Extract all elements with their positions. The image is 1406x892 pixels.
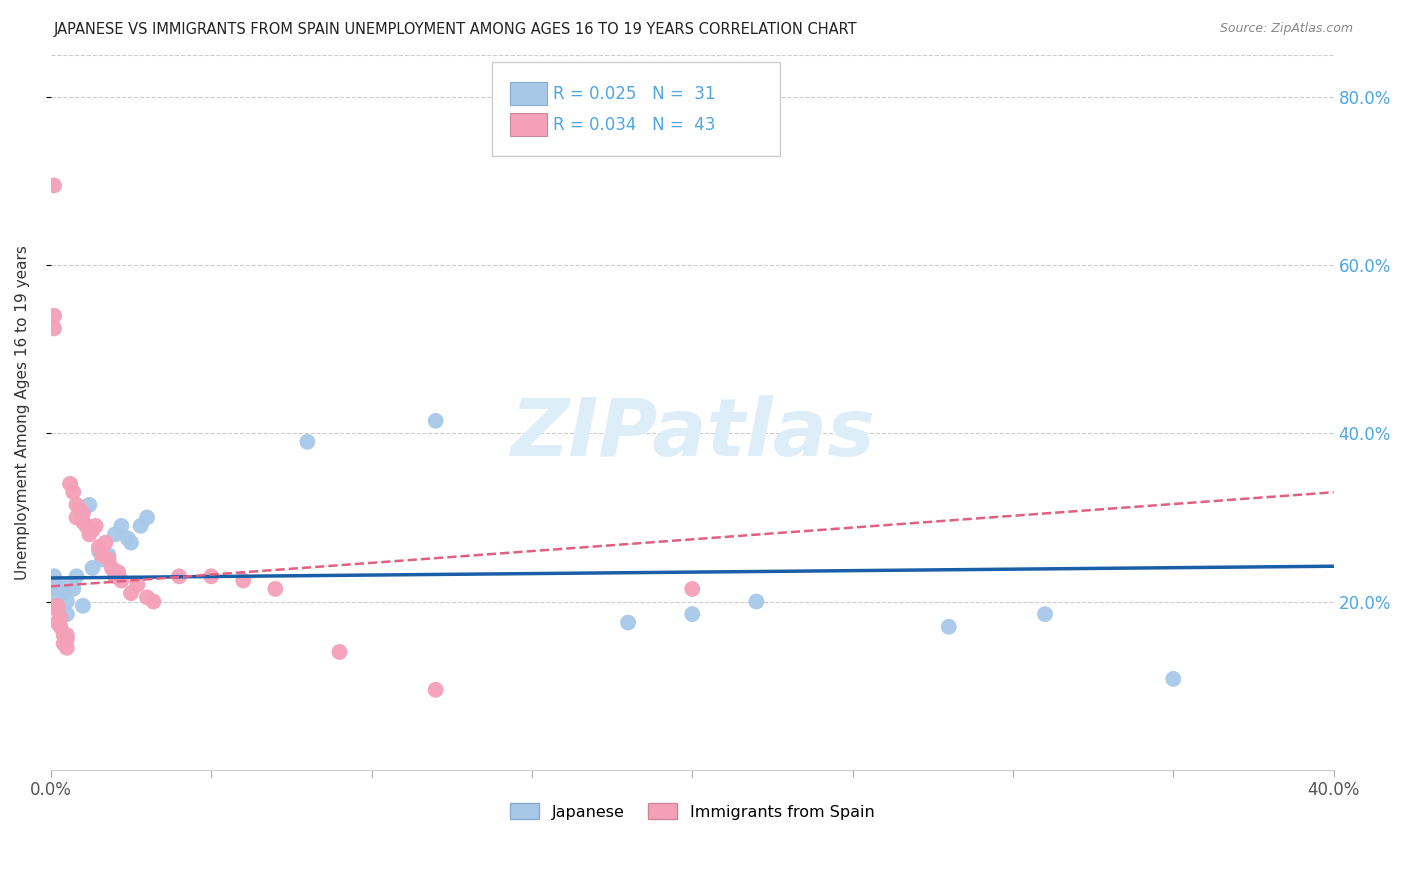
Point (65, 569, 87, 583)
Point (69, 502, 91, 516)
Point (1033, 607, 1056, 621)
Point (681, 582, 703, 596)
Point (94, 535, 117, 549)
Point (49, 582, 72, 596)
Point (91, 549, 114, 563)
Point (136, 591, 159, 605)
Point (59, 476, 82, 491)
Point (42, 178, 65, 193)
Point (82, 561, 104, 575)
Point (91, 552, 114, 566)
Point (425, 414, 447, 428)
Point (72, 515, 94, 529)
Point (72, 599, 94, 613)
Point (142, 594, 165, 608)
Point (79, 527, 101, 541)
Point (82, 523, 104, 537)
Point (46, 578, 69, 592)
Point (97, 552, 120, 566)
Point (56, 594, 79, 608)
Text: R = 0.034   N =  43: R = 0.034 N = 43 (553, 116, 714, 134)
Point (110, 574, 132, 588)
Text: Source: ZipAtlas.com: Source: ZipAtlas.com (1219, 22, 1353, 36)
Text: R = 0.025   N =  31: R = 0.025 N = 31 (553, 85, 716, 103)
Point (72, 506, 94, 520)
Point (52, 636, 75, 650)
Point (42, 321, 65, 335)
Point (129, 519, 152, 533)
Point (87, 544, 110, 558)
Point (42, 309, 65, 323)
Point (46, 591, 69, 605)
Point (52, 586, 75, 600)
Point (120, 586, 142, 600)
Point (56, 640, 79, 655)
Point (79, 498, 101, 512)
Y-axis label: Unemployment Among Ages 16 to 19 years: Unemployment Among Ages 16 to 19 years (15, 245, 30, 580)
Point (62, 485, 84, 500)
Text: JAPANESE VS IMMIGRANTS FROM SPAIN UNEMPLOYMENT AMONG AGES 16 TO 19 YEARS CORRELA: JAPANESE VS IMMIGRANTS FROM SPAIN UNEMPL… (53, 22, 858, 37)
Point (75, 519, 97, 533)
Point (681, 607, 703, 621)
Point (107, 565, 129, 579)
Point (104, 569, 127, 583)
Point (46, 603, 69, 617)
Point (127, 578, 149, 592)
Point (65, 510, 87, 524)
Point (42, 569, 65, 583)
Point (104, 527, 127, 541)
Point (97, 549, 120, 563)
Point (87, 540, 110, 554)
Legend: Japanese, Immigrants from Spain: Japanese, Immigrants from Spain (503, 797, 882, 826)
Point (328, 645, 350, 659)
Point (49, 620, 72, 634)
Point (425, 682, 447, 697)
Point (56, 628, 79, 642)
Point (46, 599, 69, 613)
Point (84, 519, 107, 533)
Point (59, 578, 82, 592)
Point (120, 535, 142, 549)
Point (62, 582, 84, 596)
Point (617, 615, 640, 630)
Point (117, 532, 139, 546)
Point (136, 510, 159, 524)
Point (56, 632, 79, 647)
Point (52, 628, 75, 642)
Point (110, 519, 132, 533)
Point (42, 582, 65, 596)
Point (200, 569, 222, 583)
Point (1161, 672, 1184, 686)
Point (264, 582, 287, 596)
Point (49, 611, 72, 625)
Point (56, 607, 79, 621)
Point (938, 620, 960, 634)
Point (745, 594, 768, 608)
Point (65, 498, 87, 512)
Point (46, 615, 69, 630)
Point (100, 561, 122, 575)
Point (297, 434, 319, 449)
Point (232, 574, 254, 588)
Text: ZIPatlas: ZIPatlas (510, 395, 875, 473)
Point (167, 569, 190, 583)
